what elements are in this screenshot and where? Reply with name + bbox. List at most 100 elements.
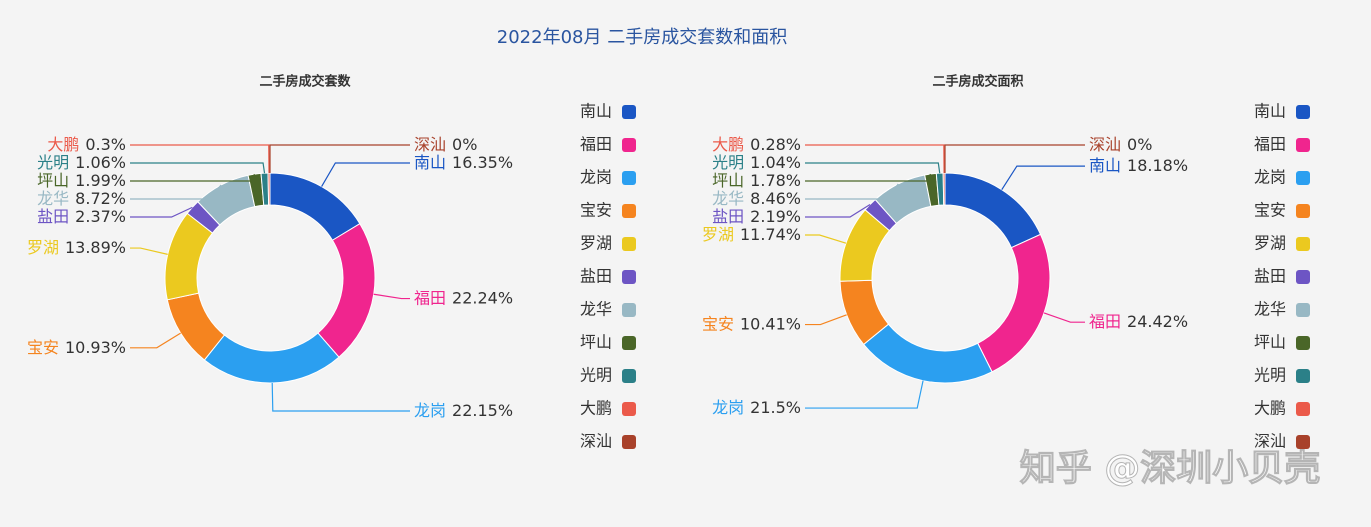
data-label-value: 1.99% — [75, 171, 126, 190]
legend-swatch — [1296, 435, 1310, 449]
leader-line — [130, 162, 266, 174]
leader-line — [944, 144, 1085, 173]
data-label-category: 宝安 — [27, 337, 59, 356]
leader-line — [805, 314, 847, 326]
data-label-value: 1.04% — [750, 153, 801, 172]
leader-line — [130, 144, 270, 174]
leader-line — [1001, 165, 1085, 190]
legend-swatch — [622, 435, 636, 449]
legend-label: 福田 — [1254, 135, 1286, 154]
legend-label: 大鹏 — [1254, 399, 1286, 418]
legend-swatch — [1296, 171, 1310, 185]
legend-label: 大鹏 — [580, 399, 612, 418]
subtitle: 二手房成交面积 — [932, 74, 1023, 90]
legend-label: 龙华 — [1254, 300, 1286, 319]
data-label: 宝安 10.93% — [27, 337, 126, 356]
legend-label: 龙岗 — [580, 168, 612, 187]
data-label-category: 盐田 — [37, 207, 69, 226]
leader-line — [805, 162, 941, 174]
legend-swatch — [622, 138, 636, 152]
legend-label: 南山 — [580, 102, 612, 121]
legend-label: 坪山 — [580, 333, 612, 352]
data-label-category: 罗湖 — [702, 225, 734, 244]
data-label: 坪山 1.99% — [37, 171, 126, 190]
leader-line — [805, 203, 871, 218]
data-label-category: 南山 — [1089, 156, 1121, 175]
data-label: 南山 16.35% — [414, 153, 513, 172]
leader-line — [269, 144, 410, 173]
legend-label: 南山 — [1254, 102, 1286, 121]
data-label-category: 龙华 — [37, 189, 69, 208]
legend-swatch — [1296, 237, 1310, 251]
legend-swatch — [622, 336, 636, 350]
data-label: 罗湖 13.89% — [27, 238, 126, 257]
data-label-category: 光明 — [37, 153, 69, 172]
data-label: 龙华 8.46% — [712, 189, 801, 208]
legend-label: 罗湖 — [580, 234, 612, 253]
data-label-value: 2.19% — [750, 207, 801, 226]
data-label-category: 盐田 — [712, 207, 744, 226]
leader-line — [130, 184, 222, 200]
data-label-category: 南山 — [414, 153, 446, 172]
data-label-value: 13.89% — [65, 238, 126, 257]
data-label-value: 1.78% — [750, 171, 801, 190]
data-label-value: 24.42% — [1127, 312, 1188, 331]
data-label-value: 0% — [1127, 135, 1152, 154]
data-label: 盐田 2.37% — [37, 207, 126, 226]
leader-line — [321, 162, 410, 187]
legend-swatch — [622, 303, 636, 317]
data-label-value: 8.46% — [750, 189, 801, 208]
data-label-value: 0.28% — [750, 135, 801, 154]
data-label: 坪山 1.78% — [712, 171, 801, 190]
legend-swatch — [622, 237, 636, 251]
data-label-category: 深汕 — [1089, 135, 1121, 154]
leader-line — [805, 183, 899, 200]
data-label: 宝安 10.41% — [702, 314, 801, 333]
legend-label: 坪山 — [1254, 333, 1286, 352]
legend-swatch — [622, 171, 636, 185]
legend-label: 宝安 — [580, 201, 612, 220]
leader-line — [1043, 312, 1085, 323]
legend-label: 龙岗 — [1254, 168, 1286, 187]
data-label-category: 坪山 — [712, 171, 744, 190]
data-label-category: 龙岗 — [712, 398, 744, 417]
leader-line — [373, 293, 410, 300]
data-label: 罗湖 11.74% — [702, 225, 801, 244]
data-label: 龙华 8.72% — [37, 189, 126, 208]
legend-swatch — [622, 105, 636, 119]
legend-label: 宝安 — [1254, 201, 1286, 220]
data-label: 龙岗 22.15% — [414, 400, 513, 419]
subtitle: 二手房成交套数 — [259, 74, 351, 90]
data-label-category: 大鹏 — [712, 135, 744, 154]
legend-label: 盐田 — [580, 267, 612, 286]
chart-title: 2022年08月 二手房成交套数和面积 — [497, 27, 787, 48]
data-label-value: 0% — [452, 135, 477, 154]
data-label-value: 22.24% — [452, 288, 513, 307]
legend-label: 盐田 — [1254, 267, 1286, 286]
data-label-category: 龙岗 — [414, 400, 446, 419]
leader-line — [130, 206, 193, 218]
legend-label: 光明 — [580, 366, 612, 385]
data-label: 盐田 2.19% — [712, 207, 801, 226]
data-label-value: 0.3% — [85, 135, 126, 154]
legend-label: 福田 — [580, 135, 612, 154]
data-label-category: 龙华 — [712, 189, 744, 208]
legend-swatch — [1296, 105, 1310, 119]
leader-line — [130, 332, 181, 349]
legend-swatch — [1296, 138, 1310, 152]
data-label-value: 10.93% — [65, 337, 126, 356]
legend-swatch — [1296, 204, 1310, 218]
legend-swatch — [1296, 402, 1310, 416]
data-label: 光明 1.04% — [712, 153, 801, 172]
data-label-value: 8.72% — [75, 189, 126, 208]
legend-swatch — [622, 204, 636, 218]
data-label-value: 22.15% — [452, 400, 513, 419]
leader-line — [805, 173, 931, 182]
data-label-category: 光明 — [712, 153, 744, 172]
data-label: 大鹏 0.3% — [47, 135, 126, 154]
data-label-value: 10.41% — [740, 314, 801, 333]
legend-swatch — [622, 270, 636, 284]
data-label: 深汕 0% — [1089, 135, 1152, 154]
